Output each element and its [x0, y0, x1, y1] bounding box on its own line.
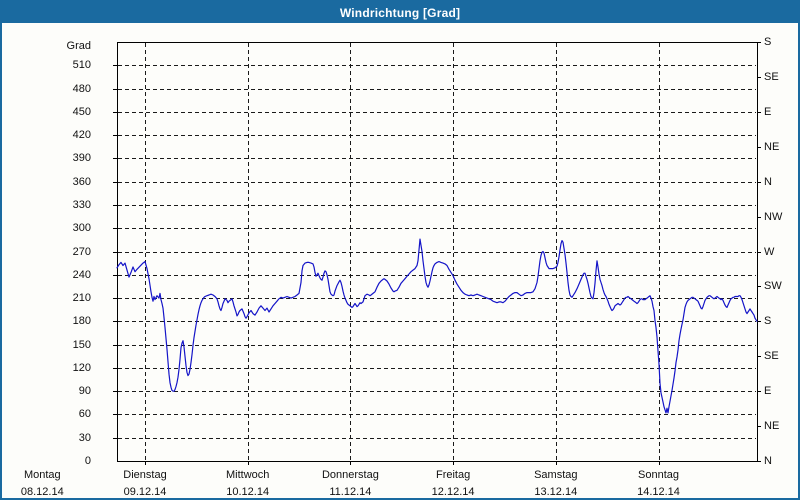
day-label: Montag 08.12.14 [2, 467, 94, 498]
chart-title: Windrichtung [Grad] [339, 5, 461, 20]
day-date: 09.12.14 [123, 486, 167, 498]
title-bar: Windrichtung [Grad] [2, 2, 798, 23]
day-label: Samstag 13.12.14 [504, 467, 608, 498]
compass-label: S [764, 36, 772, 48]
day-date: 10.12.14 [226, 486, 270, 498]
y-tick-label: 30 [78, 431, 91, 444]
day-name: Montag [23, 469, 61, 481]
day-name: Sonntag [638, 469, 679, 481]
compass-label: SE [764, 350, 779, 363]
day-date: 13.12.14 [534, 486, 578, 498]
day-date: 12.12.14 [431, 486, 475, 498]
y-tick-label: 150 [72, 338, 91, 351]
day-label: Freitag 12.12.14 [401, 467, 505, 498]
y-axis-unit-label: Grad [66, 40, 91, 52]
y-tick-label: 360 [72, 175, 91, 188]
wind-direction-plot [113, 42, 761, 465]
y-tick-label: 420 [72, 129, 91, 142]
day-date: 08.12.14 [20, 486, 64, 498]
wind-direction-series [116, 238, 758, 414]
compass-label: S [764, 315, 772, 328]
day-name: Dienstag [123, 469, 167, 481]
day-name: Donnerstag [321, 469, 379, 481]
y-tick-label: 210 [72, 292, 91, 305]
compass-label: N [764, 455, 772, 467]
y-tick-label: 60 [78, 408, 91, 421]
day-date: 14.12.14 [637, 486, 680, 498]
y-tick-label: 450 [72, 105, 91, 118]
day-date: 11.12.14 [329, 486, 372, 498]
chart-area: Grad 510 480 450 420 390 360 330 300 270 240 210 18… [2, 23, 798, 498]
y-tick-label: 480 [72, 82, 91, 95]
compass-label: NE [764, 140, 780, 153]
y-tick-label: 270 [72, 245, 91, 258]
day-label: Donnerstag 11.12.14 [298, 467, 402, 498]
y-tick-label: 90 [78, 385, 91, 398]
plot-border [117, 42, 758, 462]
compass-label: W [764, 245, 775, 258]
compass-label: E [764, 105, 772, 118]
y-tick-label: 0 [84, 455, 91, 467]
y-tick-label: 390 [72, 152, 91, 165]
compass-label: NE [764, 420, 780, 433]
y-tick-label: 180 [72, 315, 91, 328]
compass-label: E [764, 385, 772, 398]
y-tick-label: 120 [72, 361, 91, 374]
y-tick-label: 510 [72, 59, 91, 72]
y-tick-label: 240 [72, 268, 91, 281]
day-label: Mittwoch 10.12.14 [196, 467, 300, 498]
day-label: Dienstag 09.12.14 [93, 467, 197, 498]
compass-label: SW [764, 280, 782, 293]
y-tick-label: 330 [72, 198, 91, 211]
compass-label: SE [764, 70, 779, 83]
day-name: Mittwoch [225, 469, 270, 481]
day-label: Sonntag 14.12.14 [607, 467, 711, 498]
day-name: Freitag [435, 469, 471, 481]
compass-label: NW [764, 210, 783, 223]
compass-label: N [764, 175, 772, 188]
day-name: Samstag [534, 469, 578, 481]
y-tick-label: 300 [72, 222, 91, 235]
